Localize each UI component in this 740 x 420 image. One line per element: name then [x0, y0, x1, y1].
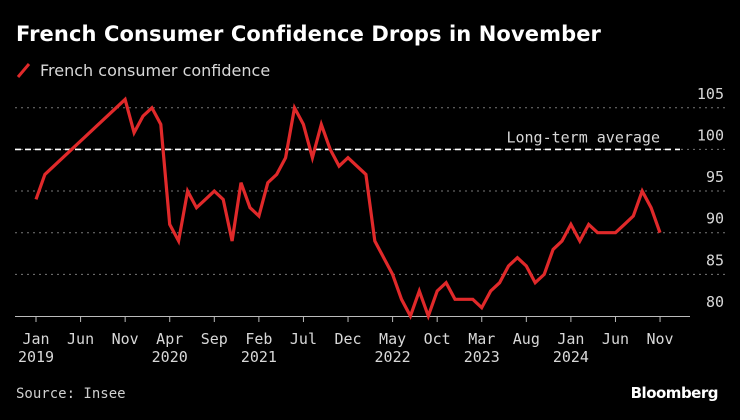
- x-tick-month: Sep: [201, 330, 228, 348]
- bloomberg-logo: Bloomberg: [630, 384, 719, 402]
- x-tick-month: Feb: [245, 330, 272, 348]
- x-tick-year: 2024: [553, 348, 589, 366]
- y-tick-label: 100: [697, 126, 724, 144]
- x-tick-month: Mar: [468, 330, 495, 348]
- x-tick-year: 2021: [241, 348, 277, 366]
- y-tick-label: 85: [706, 251, 724, 269]
- x-tick-month: Apr: [156, 330, 183, 348]
- x-tick-month: Jan: [22, 330, 49, 348]
- x-tick-year: 2023: [464, 348, 500, 366]
- series-line: [34, 96, 662, 321]
- x-tick-month: Dec: [334, 330, 361, 348]
- x-tick-month: Jun: [602, 330, 629, 348]
- long-term-average-label: Long-term average: [506, 128, 660, 146]
- x-tick-month: Jun: [67, 330, 94, 348]
- legend: French consumer confidence: [16, 60, 270, 80]
- x-tick-month: Jul: [290, 330, 317, 348]
- x-tick-month: Aug: [513, 330, 540, 348]
- x-tick-month: Oct: [424, 330, 451, 348]
- chart-title: French Consumer Confidence Drops in Nove…: [16, 22, 602, 46]
- y-tick-label: 80: [706, 293, 724, 311]
- x-tick-year: 2022: [375, 348, 411, 366]
- source-note: Source: Insee: [16, 386, 126, 402]
- x-tick-year: 2020: [152, 348, 188, 366]
- x-tick-month: Nov: [647, 330, 674, 348]
- y-tick-label: 105: [697, 85, 724, 103]
- x-tick-year: 2019: [18, 348, 54, 366]
- x-tick-month: Jan: [557, 330, 584, 348]
- x-tick-month: May: [379, 330, 406, 348]
- legend-swatch-icon: [16, 63, 31, 78]
- y-tick-label: 95: [706, 168, 724, 186]
- legend-label: French consumer confidence: [40, 60, 271, 80]
- y-tick-label: 90: [706, 210, 724, 228]
- x-tick-month: Nov: [112, 330, 139, 348]
